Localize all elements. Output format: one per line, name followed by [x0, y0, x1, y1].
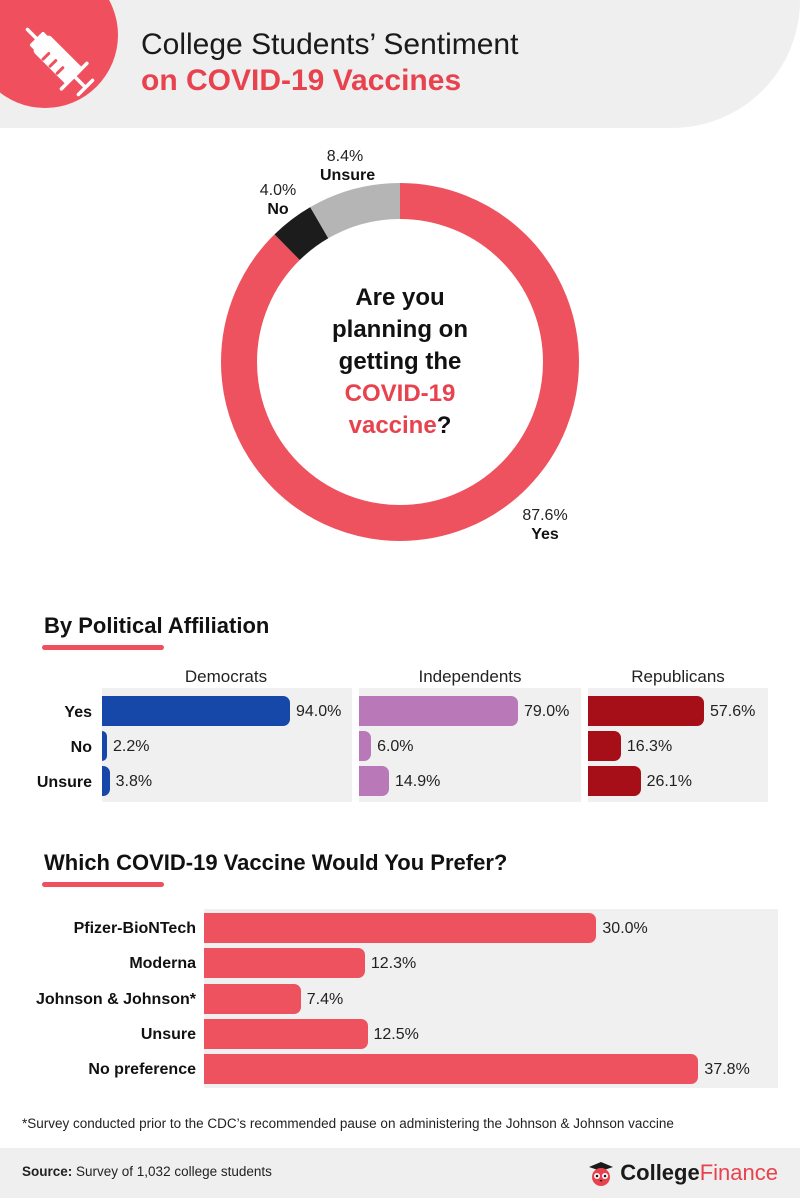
slice-category: No [267, 201, 289, 218]
panel-head-democrats: Democrats [184, 667, 268, 686]
panel-head-republicans: Republicans [631, 667, 725, 686]
bar-value-label: 6.0% [377, 738, 414, 755]
syringe-icon [25, 27, 95, 97]
donut-svg [221, 183, 579, 541]
row-label-unsure: Unsure [36, 774, 92, 791]
vaccine-category-label: Unsure [140, 1026, 196, 1043]
header-banner: College Students’ Sentiment on COVID-19 … [0, 0, 800, 128]
bar-democrats-unsure [102, 766, 110, 796]
footer: Source: Survey of 1,032 college students… [0, 1148, 800, 1198]
section-title-vaccine: Which COVID-19 Vaccine Would You Prefer? [44, 850, 508, 875]
bar-independents-yes [359, 696, 518, 726]
source-label: Source: [22, 1164, 73, 1179]
bar-value-label: 79.0% [524, 703, 570, 720]
question-accent-word: vaccine [348, 412, 437, 439]
question-line: planning on [332, 316, 468, 343]
section-title-political: By Political Affiliation [44, 613, 270, 638]
vaccine-value-label: 12.5% [373, 1026, 419, 1043]
brand-name-part-2: Finance [699, 1160, 778, 1185]
title-line-1: College Students’ Sentiment [141, 28, 519, 61]
row-label-yes: Yes [64, 704, 92, 721]
donut-chart: Are you planning on getting the COVID-19… [0, 130, 800, 570]
vaccine-bar [204, 948, 365, 978]
vaccine-category-label: Moderna [129, 955, 196, 972]
bar-republicans-unsure [588, 766, 641, 796]
bar-republicans-yes [588, 696, 704, 726]
vaccine-value-label: 12.3% [370, 955, 417, 972]
bar-value-label: 2.2% [113, 738, 150, 755]
slice-value: 87.6% [522, 507, 568, 524]
bar-republicans-no [588, 731, 621, 761]
question-mark: ? [436, 412, 452, 439]
question-accent-line: COVID-19 [344, 380, 456, 407]
bar-value-label: 94.0% [296, 703, 342, 720]
vaccine-bar [204, 1054, 699, 1084]
row-label-no: No [70, 739, 92, 756]
bar-value-label: 14.9% [394, 773, 441, 790]
bar-democrats-yes [102, 696, 290, 726]
slice-value: 8.4% [326, 148, 364, 165]
question-line: Are you [355, 284, 445, 311]
vaccine-category-label: Pfizer-BioNTech [73, 920, 196, 937]
slice-category: Yes [531, 526, 559, 543]
slice-value: 4.0% [259, 182, 297, 199]
bar-value-label: 16.3% [626, 738, 673, 755]
vaccine-value-label: 37.8% [704, 1061, 750, 1078]
slice-category: Unsure [320, 167, 376, 184]
source-detail: Survey of 1,032 college students [72, 1164, 272, 1179]
vaccine-value-label: 7.4% [306, 991, 344, 1008]
vaccine-bar [204, 1019, 368, 1049]
donut-slice-unsure [221, 183, 579, 541]
owl-logo-icon [589, 1162, 614, 1186]
section-underline [42, 645, 164, 650]
vaccine-category-label: Johnson & Johnson* [36, 991, 196, 1008]
source-text: Source: Survey of 1,032 college students [22, 1164, 272, 1179]
brand-name-part-1: College [620, 1160, 700, 1185]
bar-value-label: 26.1% [646, 773, 692, 790]
donut-label-yes: 87.6% Yes [520, 506, 570, 544]
bar-value-label: 57.6% [710, 703, 756, 720]
bar-independents-no [359, 731, 372, 761]
title-line-2: on COVID-19 Vaccines [141, 64, 462, 97]
vaccine-bar [204, 913, 597, 943]
panel-head-independents: Independents [418, 667, 522, 686]
vaccine-bar [204, 984, 301, 1014]
question-line: getting the [338, 348, 462, 375]
footnote: *Survey conducted prior to the CDC’s rec… [22, 1116, 674, 1131]
section-underline [42, 882, 164, 887]
donut-label-unsure: 8.4% Unsure [320, 147, 376, 185]
donut-question: Are you planning on getting the COVID-19… [300, 282, 500, 442]
bar-value-label: 3.8% [115, 773, 153, 790]
bar-independents-unsure [359, 766, 389, 796]
vaccine-category-label: No preference [88, 1061, 196, 1078]
brand-logo: College Finance [587, 1158, 778, 1188]
bar-democrats-no [102, 731, 107, 761]
donut-label-no: 4.0% No [253, 181, 303, 219]
vaccine-value-label: 30.0% [602, 920, 648, 937]
